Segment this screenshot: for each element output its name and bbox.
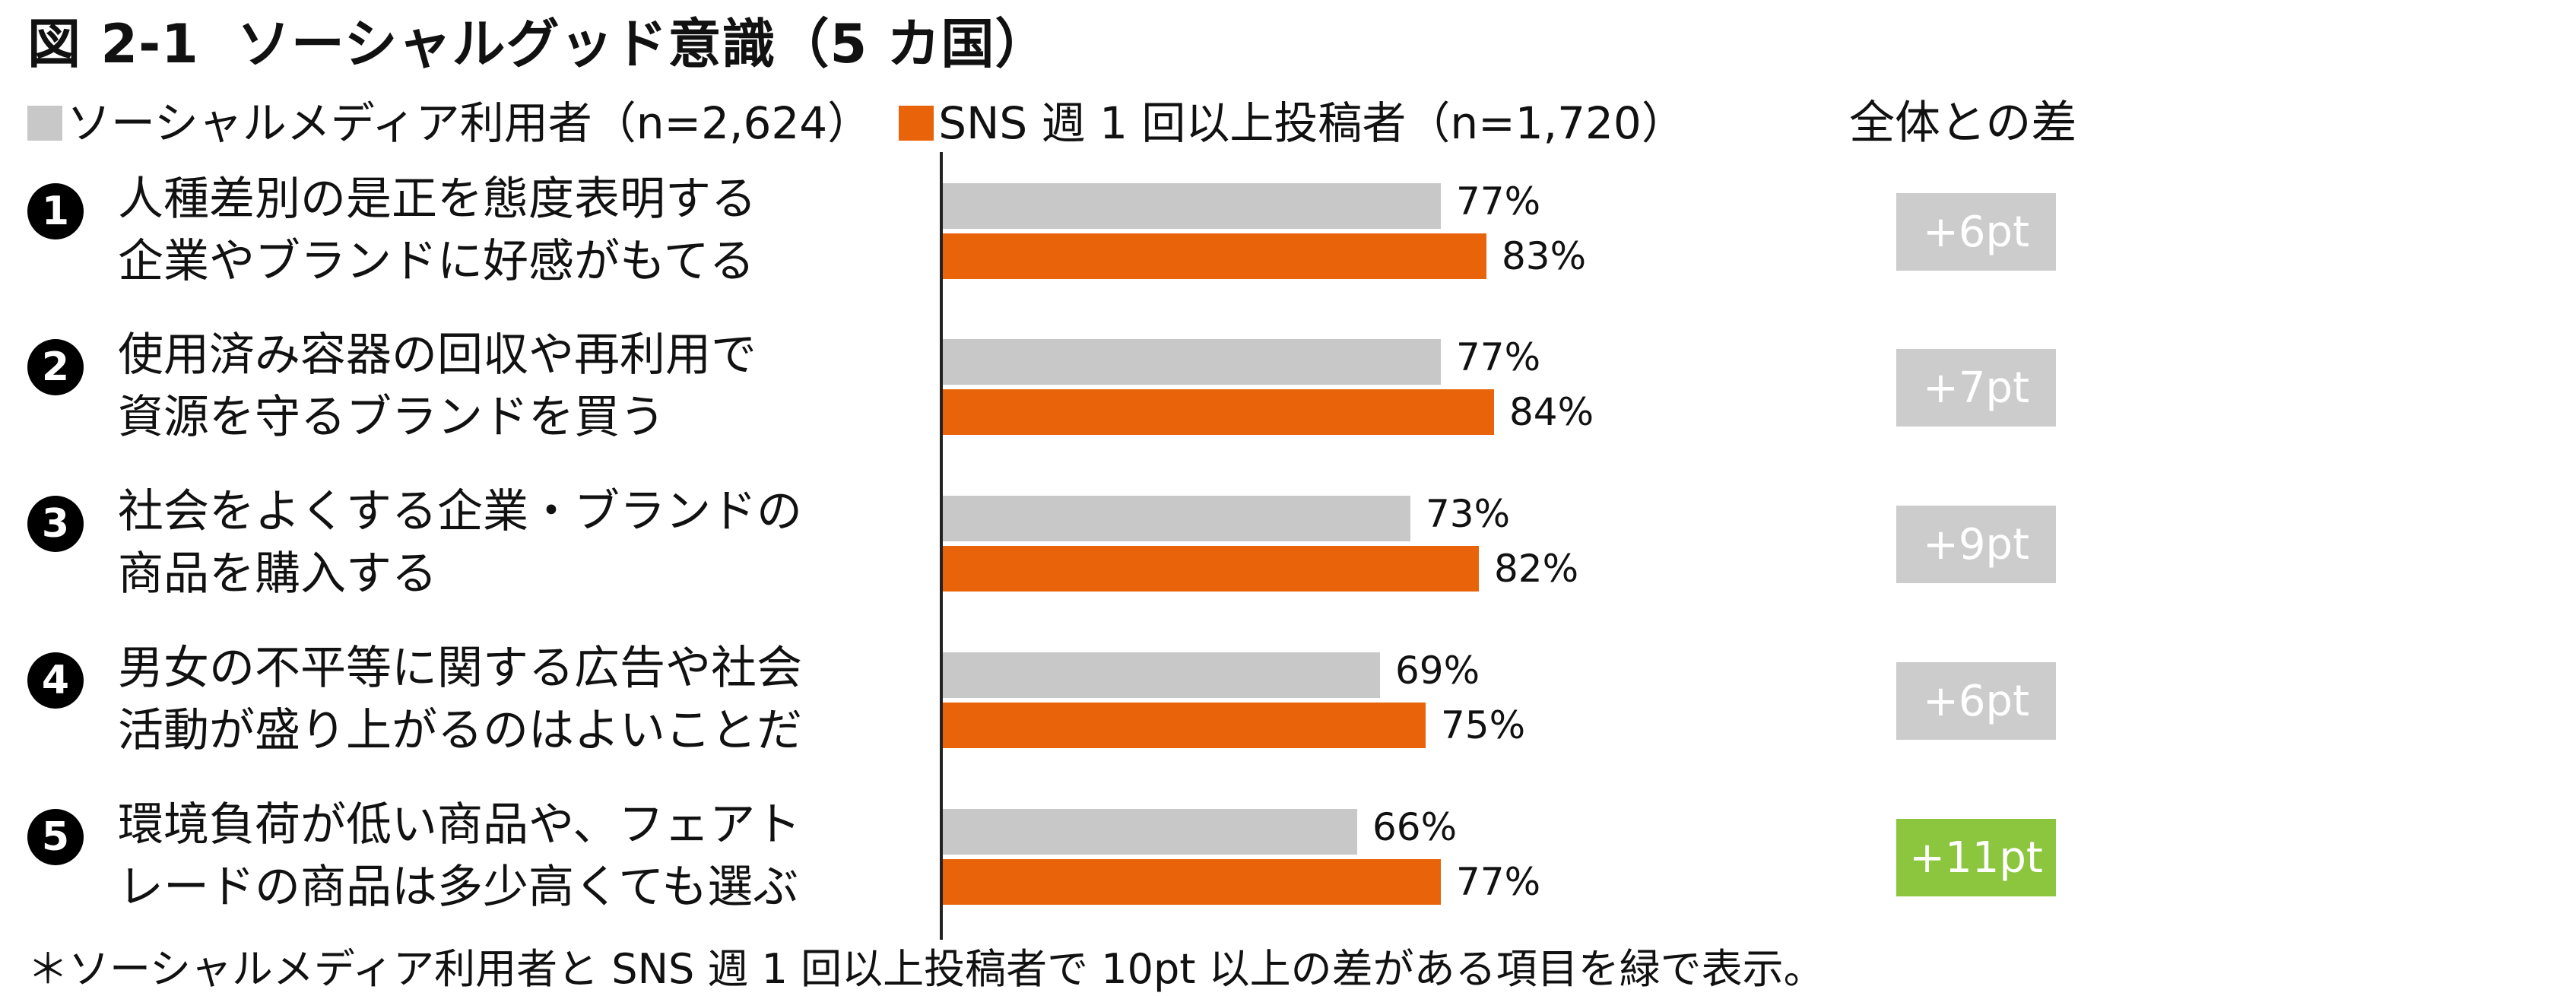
bar-sns-posters (943, 233, 1486, 279)
category-label-line2: 企業やブランドに好感がもてる (118, 235, 755, 288)
value-label-all-users: 77% (1456, 335, 1541, 379)
legend-swatch-sns (899, 106, 934, 141)
bar-sns-posters (943, 703, 1426, 748)
diff-badge: +6pt (1896, 662, 2056, 740)
bar-sns-posters (943, 389, 1494, 435)
value-label-sns-posters: 84% (1509, 390, 1594, 434)
bar-sns-posters (943, 859, 1441, 905)
legend-label-sns: SNS 週 1 回以上投稿者（n=1,720） (938, 97, 1686, 149)
category-label-line2: 活動が盛り上がるのはよいことだ (118, 704, 802, 757)
bar-all-users (943, 809, 1357, 855)
diff-column-header: 全体との差 (1849, 97, 2077, 150)
figure-number: 図 2-1 (27, 13, 199, 75)
legend-item-sns: SNS 週 1 回以上投稿者（n=1,720） (899, 93, 1686, 154)
value-label-sns-posters: 75% (1441, 703, 1526, 747)
footnote: ＊ソーシャルメディア利用者と SNS 週 1 回以上投稿者で 10pt 以上の差… (27, 945, 1825, 993)
legend: ソーシャルメディア利用者（n=2,624） SNS 週 1 回以上投稿者（n=1… (27, 93, 1686, 154)
bar-all-users (943, 496, 1410, 541)
category-label: 男女の不平等に関する広告や社会 活動が盛り上がるのはよいことだ (118, 637, 802, 762)
value-label-all-users: 77% (1456, 179, 1541, 224)
value-label-all-users: 73% (1426, 492, 1511, 536)
value-label-sns-posters: 77% (1456, 860, 1541, 904)
row-number-badge: 4 (27, 652, 84, 709)
value-label-all-users: 69% (1395, 649, 1480, 693)
category-label-line1: 人種差別の是正を態度表明する (118, 173, 757, 226)
diff-badge: +9pt (1896, 506, 2056, 583)
diff-badge: +7pt (1896, 349, 2056, 427)
bar-all-users (943, 339, 1441, 385)
category-label-line2: 商品を購入する (118, 547, 437, 601)
category-label-line1: 環境負荷が低い商品や、フェアト (118, 798, 801, 852)
category-label-line2: レードの商品は多少高くても選ぶ (118, 861, 799, 914)
diff-badge: +6pt (1896, 193, 2056, 271)
category-label: 使用済み容器の回収や再利用で 資源を守るブランドを買う (118, 324, 757, 449)
category-label-line1: 使用済み容器の回収や再利用で (118, 328, 757, 382)
legend-label-all: ソーシャルメディア利用者（n=2,624） (67, 97, 872, 149)
category-label-line1: 社会をよくする企業・ブランドの (118, 485, 802, 538)
row-number-badge: 5 (27, 809, 84, 865)
row-number-badge: 3 (27, 496, 84, 552)
row-number-badge: 2 (27, 339, 84, 395)
figure-title: ソーシャルグッド意識（5 カ国） (236, 13, 1049, 75)
category-label-line2: 資源を守るブランドを買う (118, 391, 665, 444)
value-label-sns-posters: 83% (1502, 234, 1587, 278)
category-label: 環境負荷が低い商品や、フェアト レードの商品は多少高くても選ぶ (118, 794, 801, 918)
chart-title: 図 2-1 ソーシャルグッド意識（5 カ国） (27, 6, 1049, 82)
diff-badge-highlight: +11pt (1896, 819, 2056, 896)
category-label-line1: 男女の不平等に関する広告や社会 (118, 642, 802, 695)
category-label: 社会をよくする企業・ブランドの 商品を購入する (118, 481, 802, 605)
legend-item-all: ソーシャルメディア利用者（n=2,624） (27, 93, 871, 154)
value-label-sns-posters: 82% (1494, 547, 1579, 591)
bar-sns-posters (943, 546, 1479, 592)
axis-line (940, 152, 943, 940)
category-label: 人種差別の是正を態度表明する 企業やブランドに好感がもてる (118, 168, 757, 293)
legend-swatch-all (27, 106, 62, 141)
row-number-badge: 1 (27, 183, 84, 239)
bar-all-users (943, 652, 1380, 698)
value-label-all-users: 66% (1372, 805, 1458, 849)
bar-all-users (943, 183, 1441, 229)
